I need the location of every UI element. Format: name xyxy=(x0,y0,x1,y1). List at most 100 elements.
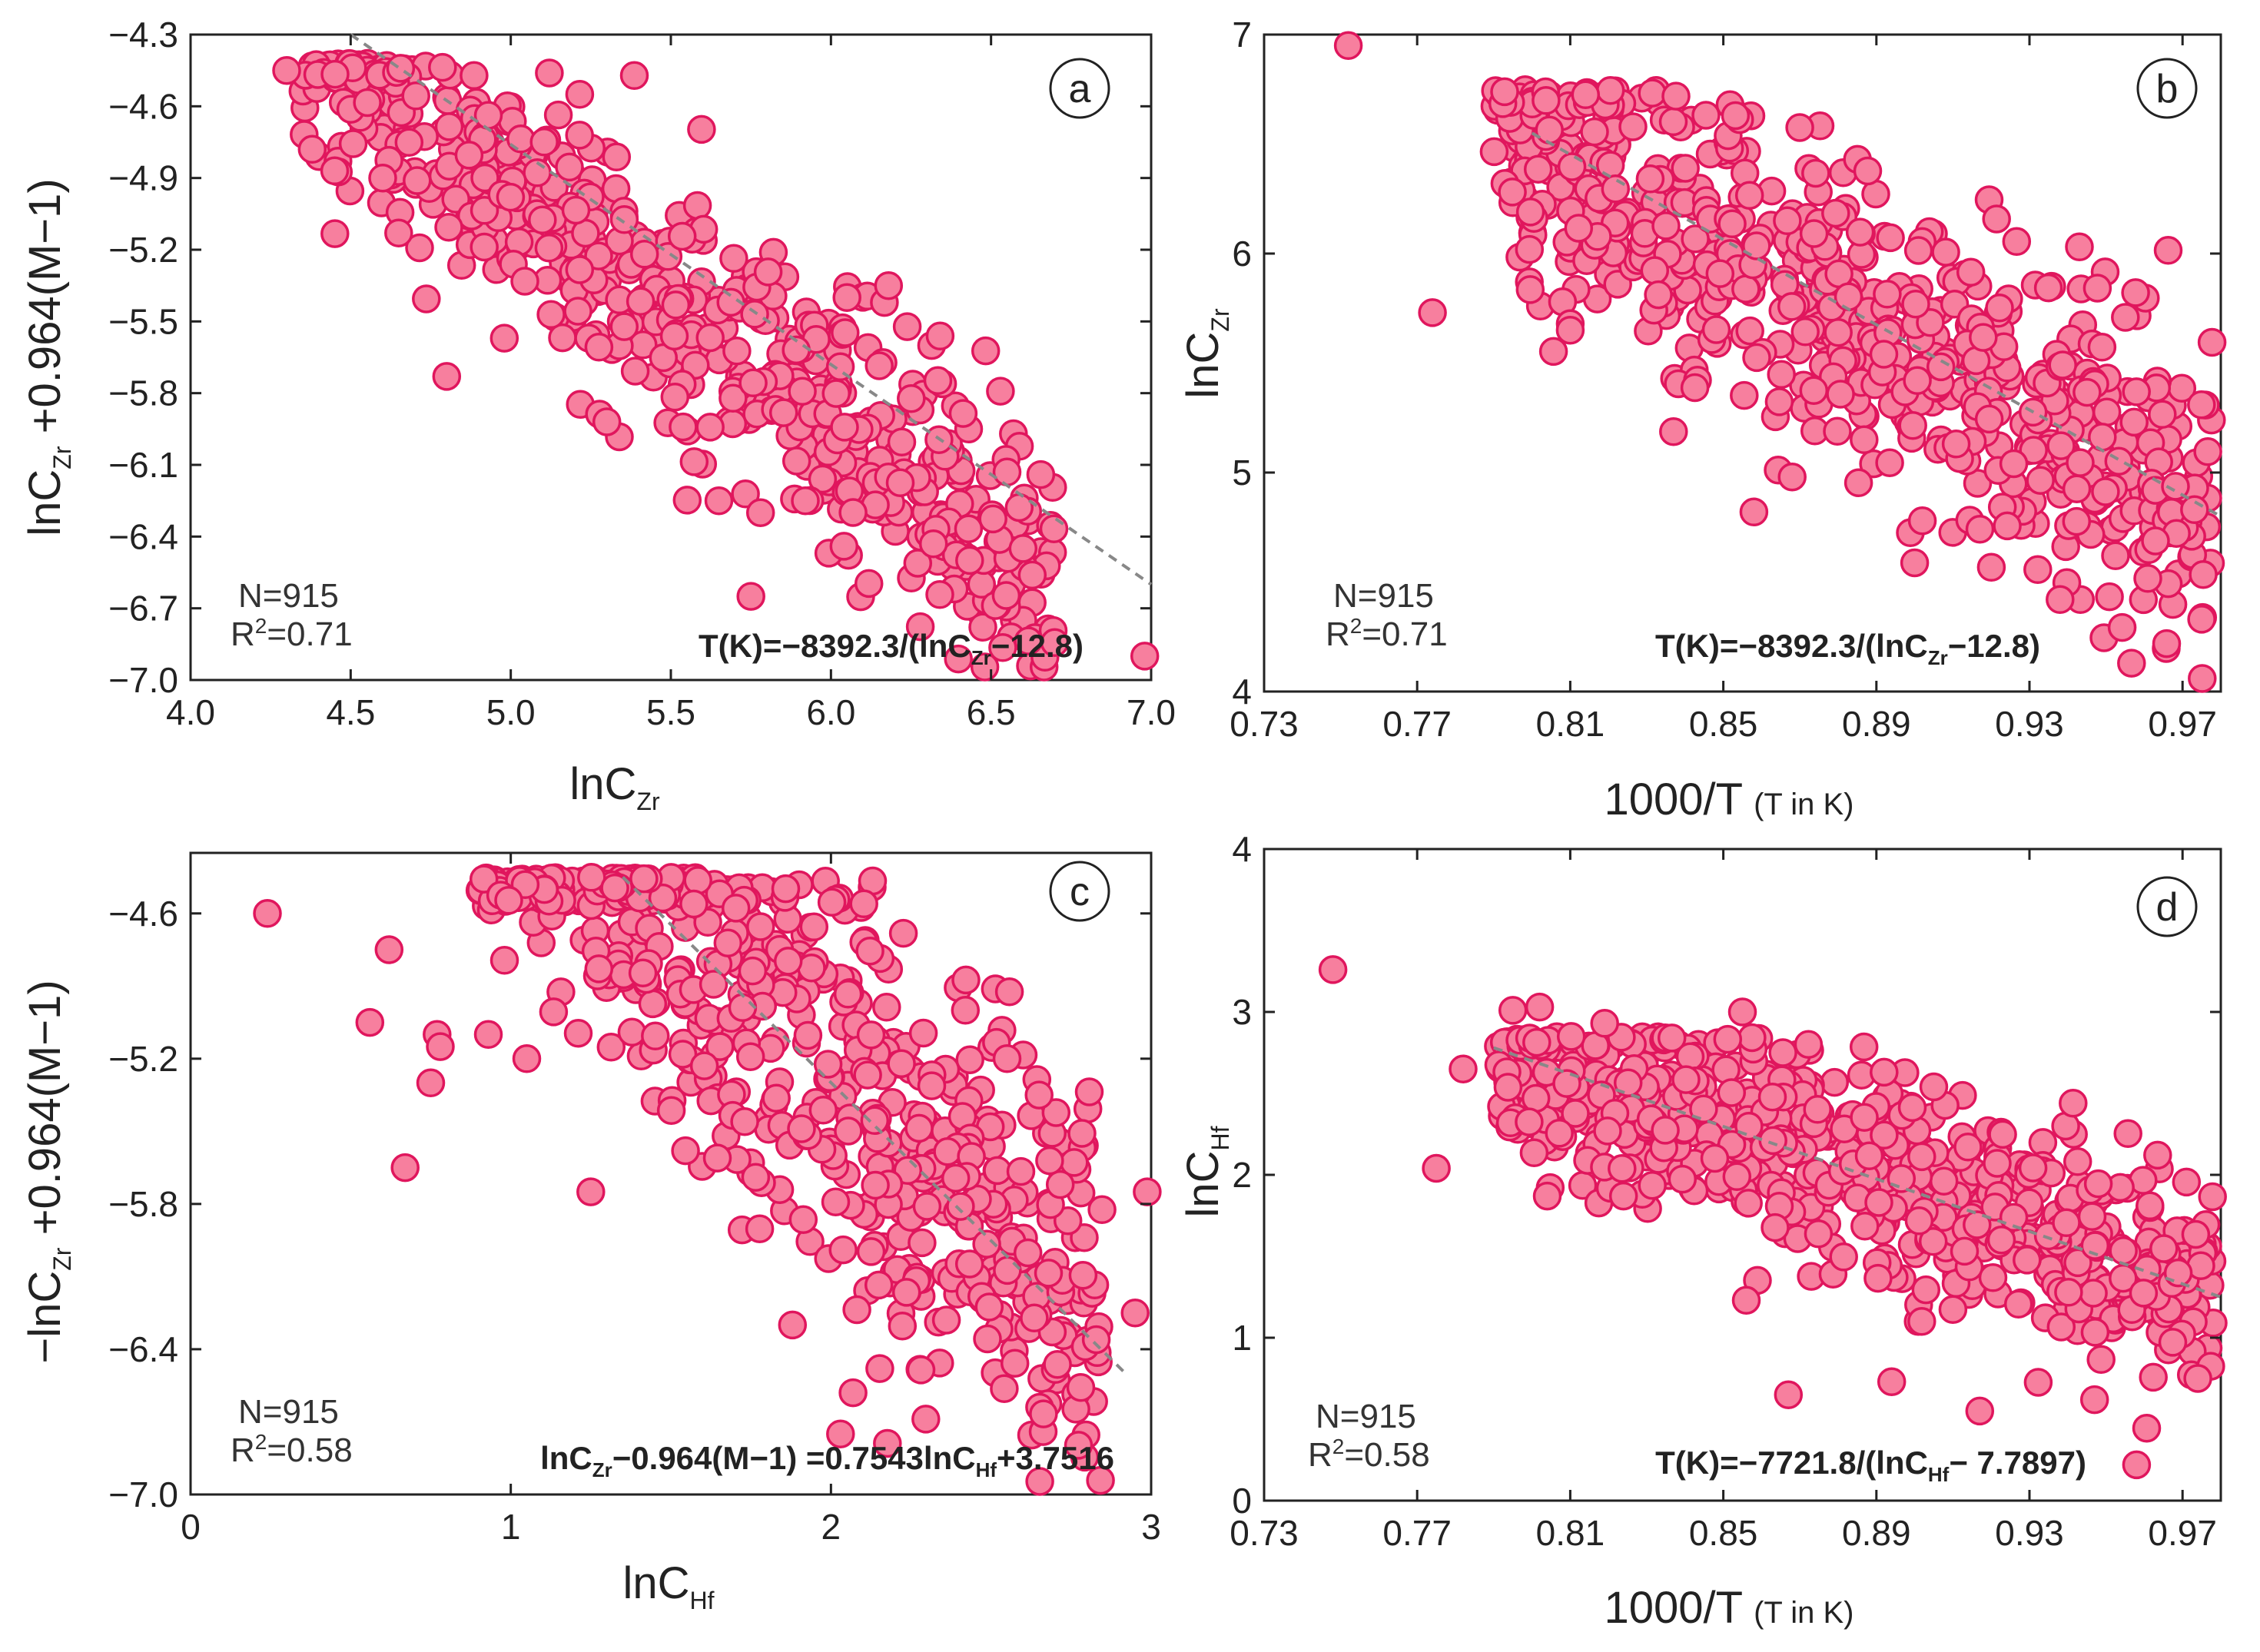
data-point xyxy=(2121,278,2150,307)
data-point xyxy=(1595,75,1625,105)
data-point xyxy=(555,152,584,182)
data-point xyxy=(931,1305,961,1335)
data-point xyxy=(534,234,564,263)
data-point xyxy=(730,1106,759,1136)
regression-formula: T(K)=−7721.8/(lnCHf− 7.7897) xyxy=(1655,1445,2086,1486)
y-tick-label: −4.3 xyxy=(108,15,178,55)
data-point xyxy=(2109,1263,2138,1293)
data-point xyxy=(2059,1088,2088,1118)
data-point xyxy=(1767,360,1796,390)
data-point xyxy=(2198,1182,2227,1212)
data-point xyxy=(1731,274,1761,304)
x-tick-label: 0.89 xyxy=(1842,1513,1911,1553)
data-point xyxy=(1919,1072,1949,1102)
data-point xyxy=(1974,404,2004,434)
data-point xyxy=(2083,1169,2113,1199)
data-point xyxy=(1640,256,1670,285)
y-tick-label: −5.2 xyxy=(108,1039,178,1079)
x-tick-label: 0.93 xyxy=(1995,1513,2064,1553)
data-point xyxy=(2161,472,2190,501)
data-point xyxy=(1017,560,1047,590)
data-point xyxy=(891,1278,921,1307)
data-point xyxy=(1761,1212,1790,1242)
y-axis-title: −lnCZr +0.964(M−1) xyxy=(20,980,76,1363)
data-point xyxy=(719,244,748,274)
y-tick-label: 4 xyxy=(1232,829,1252,869)
data-point xyxy=(1532,86,1561,115)
data-point xyxy=(1907,506,1937,536)
y-tick-label: 1 xyxy=(1232,1318,1252,1358)
data-point xyxy=(1638,78,1667,108)
y-axis-title: lnCHf xyxy=(1178,1126,1234,1217)
data-point xyxy=(577,863,606,892)
data-point xyxy=(2026,466,2055,495)
data-point xyxy=(403,166,432,195)
data-point xyxy=(2052,1208,2081,1238)
data-point xyxy=(490,323,519,353)
data-point xyxy=(821,379,851,408)
data-point xyxy=(1730,380,1759,410)
data-point xyxy=(908,1228,937,1258)
data-point xyxy=(2019,436,2048,465)
data-point xyxy=(855,936,884,966)
data-point xyxy=(1938,1295,1968,1324)
scatter-points-group xyxy=(1333,31,2227,693)
data-point xyxy=(817,887,847,917)
data-point xyxy=(628,958,658,987)
data-point xyxy=(609,312,639,341)
data-point xyxy=(2133,564,2162,593)
data-point xyxy=(1864,1188,1893,1217)
data-point xyxy=(394,128,424,158)
x-tick-label: 0.97 xyxy=(2148,704,2217,744)
data-point xyxy=(904,1113,934,1143)
data-point xyxy=(2153,236,2183,265)
r-squared: R2=0.71 xyxy=(1326,614,1448,653)
data-point xyxy=(923,366,953,396)
x-tick-label: 1 xyxy=(501,1507,521,1547)
data-point xyxy=(1969,323,1998,352)
data-point xyxy=(1900,548,1930,578)
data-point xyxy=(454,141,484,170)
data-point xyxy=(1785,113,1814,142)
data-point xyxy=(831,318,860,347)
data-point xyxy=(1963,1210,1992,1239)
panel-a: 4.0 4.5 5.0 5.5 6.0 6.5 7.0 −7.0 −6.7 −6.4 −6.1 −5… xyxy=(20,15,1176,815)
data-point xyxy=(745,1214,775,1243)
data-point xyxy=(1601,174,1631,204)
data-point xyxy=(1318,955,1348,984)
data-point xyxy=(2187,390,2216,420)
data-point xyxy=(667,221,697,251)
y-tick-label: −6.4 xyxy=(108,516,178,556)
y-tick-label: 0 xyxy=(1232,1481,1252,1521)
data-point xyxy=(506,124,536,154)
data-point xyxy=(2023,1368,2053,1397)
data-point xyxy=(2062,474,2092,503)
x-axis-title: lnCHf xyxy=(622,1558,714,1614)
data-point xyxy=(1918,1226,1948,1256)
data-point xyxy=(2187,605,2216,634)
data-point xyxy=(1422,1153,1451,1183)
data-point xyxy=(971,336,1001,366)
data-point xyxy=(1644,280,1673,310)
x-axis: 4.0 4.5 5.0 5.5 6.0 6.5 7.0 xyxy=(166,35,1176,732)
data-point xyxy=(1045,1169,1075,1199)
data-point xyxy=(1035,1146,1064,1176)
data-point xyxy=(1523,154,1553,184)
data-point xyxy=(1651,211,1681,241)
data-point xyxy=(660,382,690,412)
data-point xyxy=(460,61,489,91)
data-point xyxy=(1333,31,1363,61)
data-point xyxy=(1564,214,1594,243)
data-point xyxy=(1742,231,1771,260)
data-point xyxy=(2129,1279,2159,1308)
data-point xyxy=(897,383,926,413)
panel-b: 0.73 0.77 0.81 0.85 0.89 0.93 0.97 4 5 6 7 1000/T… xyxy=(1178,15,2227,824)
data-point xyxy=(1515,1107,1544,1136)
x-axis: 0 1 2 3 xyxy=(181,853,1161,1547)
data-point xyxy=(1911,1275,1941,1305)
data-point xyxy=(1877,1367,1907,1396)
data-point xyxy=(716,287,745,317)
data-point xyxy=(2086,1345,2116,1375)
data-point xyxy=(1999,449,2029,479)
data-point xyxy=(782,446,811,476)
